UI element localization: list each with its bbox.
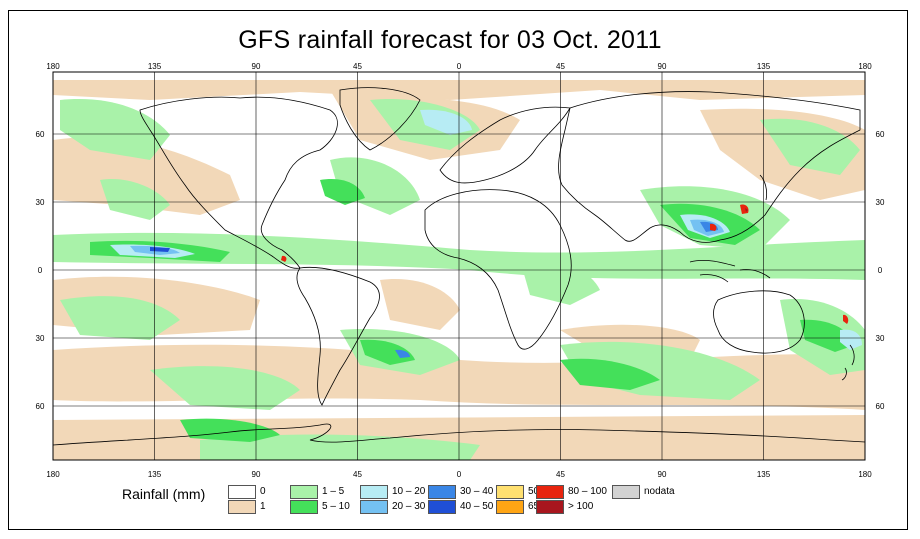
legend-label-6: 30 – 40 [460, 486, 494, 497]
legend-label-2: 1 – 5 [322, 486, 345, 497]
lon-tick-label: 180 [858, 470, 872, 479]
legend-title: Rainfall (mm) [122, 486, 206, 502]
africa-outline [424, 189, 572, 350]
legend-swatch-12 [612, 485, 640, 499]
lon-tick-label: 135 [757, 470, 771, 479]
legend-label-0: 0 [260, 486, 266, 497]
lon-tick-label: 135 [757, 62, 771, 71]
south-america-outline [296, 266, 380, 406]
lon-tick-label: 45 [556, 470, 565, 479]
graticule [53, 72, 865, 460]
lon-tick-label: 90 [658, 470, 667, 479]
lon-tick-label: 90 [252, 470, 261, 479]
greenland-outline [339, 87, 421, 151]
lon-tick-label: 90 [658, 62, 667, 71]
lon-tick-label: 90 [252, 62, 261, 71]
legend-label-10: 80 – 100 [568, 486, 607, 497]
europe-outline [439, 106, 571, 184]
legend-swatch-1 [228, 500, 256, 514]
legend-swatch-10 [536, 485, 564, 499]
lat-tick-label: 0 [38, 266, 43, 275]
legend-swatch-8 [496, 485, 524, 499]
lat-ticks-left: 60 30 0 30 60 [36, 130, 45, 411]
legend-swatch-9 [496, 500, 524, 514]
indonesia-outline [689, 259, 771, 283]
figure-frame [8, 10, 908, 530]
lat-tick-label: 60 [876, 130, 885, 139]
legend-label-7: 40 – 50 [460, 501, 494, 512]
asia-outline [558, 91, 861, 243]
lon-tick-label: 135 [148, 470, 162, 479]
lon-tick-label: 0 [457, 62, 462, 71]
legend-swatch-3 [290, 500, 318, 514]
australia-outline [713, 290, 805, 354]
legend-swatch-5 [360, 500, 388, 514]
lat-tick-label: 30 [876, 198, 885, 207]
legend-label-12: nodata [644, 486, 675, 497]
antarctica-outline [53, 423, 865, 446]
lat-tick-label: 60 [36, 402, 45, 411]
lon-tick-label: 45 [353, 470, 362, 479]
lat-tick-label: 0 [878, 266, 883, 275]
legend-swatch-0 [228, 485, 256, 499]
coastlines [53, 87, 865, 446]
legend-label-11: > 100 [568, 501, 594, 512]
north-america-outline [139, 96, 338, 269]
legend-label-3: 5 – 10 [322, 501, 350, 512]
lon-tick-label: 0 [457, 470, 462, 479]
lon-tick-label: 180 [46, 470, 60, 479]
lon-ticks-bottom: 180 135 90 45 0 45 90 135 180 [46, 470, 872, 479]
map-border [52, 71, 866, 461]
new-zealand-outline [841, 344, 855, 381]
page-title: GFS rainfall forecast for 03 Oct. 2011 [238, 26, 662, 54]
legend-label-4: 10 – 20 [392, 486, 426, 497]
lat-tick-label: 60 [36, 130, 45, 139]
lon-tick-label: 45 [353, 62, 362, 71]
lon-tick-label: 180 [858, 62, 872, 71]
lat-tick-label: 30 [36, 334, 45, 343]
legend-label-5: 20 – 30 [392, 501, 426, 512]
lat-tick-label: 30 [36, 198, 45, 207]
lon-tick-label: 180 [46, 62, 60, 71]
lon-ticks-top: 180 135 90 45 0 45 90 135 180 [46, 62, 872, 71]
japan-outline [759, 174, 768, 201]
legend-swatch-4 [360, 485, 388, 499]
lat-tick-label: 30 [876, 334, 885, 343]
legend-label-1: 1 [260, 501, 266, 512]
legend-swatch-6 [428, 485, 456, 499]
lat-ticks-right: 60 30 0 30 60 [876, 130, 885, 411]
lon-tick-label: 135 [148, 62, 162, 71]
legend-swatch-2 [290, 485, 318, 499]
lon-tick-label: 45 [556, 62, 565, 71]
lat-tick-label: 60 [876, 402, 885, 411]
legend-swatch-7 [428, 500, 456, 514]
legend-swatch-11 [536, 500, 564, 514]
